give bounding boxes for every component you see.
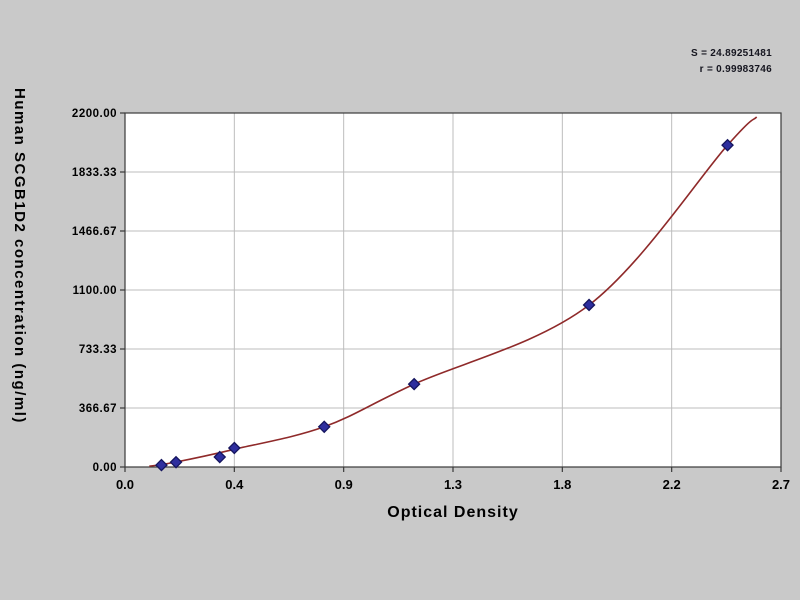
x-tick-label: 2.7 [772,477,790,492]
y-tick-label: 0.00 [93,462,117,474]
y-tick-label: 1833.33 [72,167,117,179]
data-point [169,455,183,469]
x-tick-label: 0.0 [116,477,134,492]
fit-statistics: S = 24.89251481 r = 0.99983746 [691,46,772,78]
data-point [721,138,734,152]
data-point [317,420,331,434]
data-point [407,377,421,391]
data-point [213,450,227,464]
data-point [582,298,596,312]
y-tick-label: 1466.67 [72,226,117,238]
data-point [155,458,168,472]
x-tick-label: 0.9 [335,477,353,492]
x-tick-label: 2.2 [663,477,681,492]
x-tick-label: 0.4 [225,477,244,492]
fit-stat-correlation: r = 0.99983746 [699,64,772,75]
x-tick-label: 1.8 [553,477,571,492]
x-axis-title: Optical Density [387,504,519,521]
fit-stat-standard-error: S = 24.89251481 [691,48,772,59]
y-tick-label: 1100.00 [73,285,117,297]
y-tick-label: 366.67 [79,403,117,415]
y-tick-label: 2200.00 [72,108,117,120]
x-tick-label: 1.3 [444,477,462,492]
y-tick-label: 733.33 [79,344,117,356]
data-point [227,441,241,455]
